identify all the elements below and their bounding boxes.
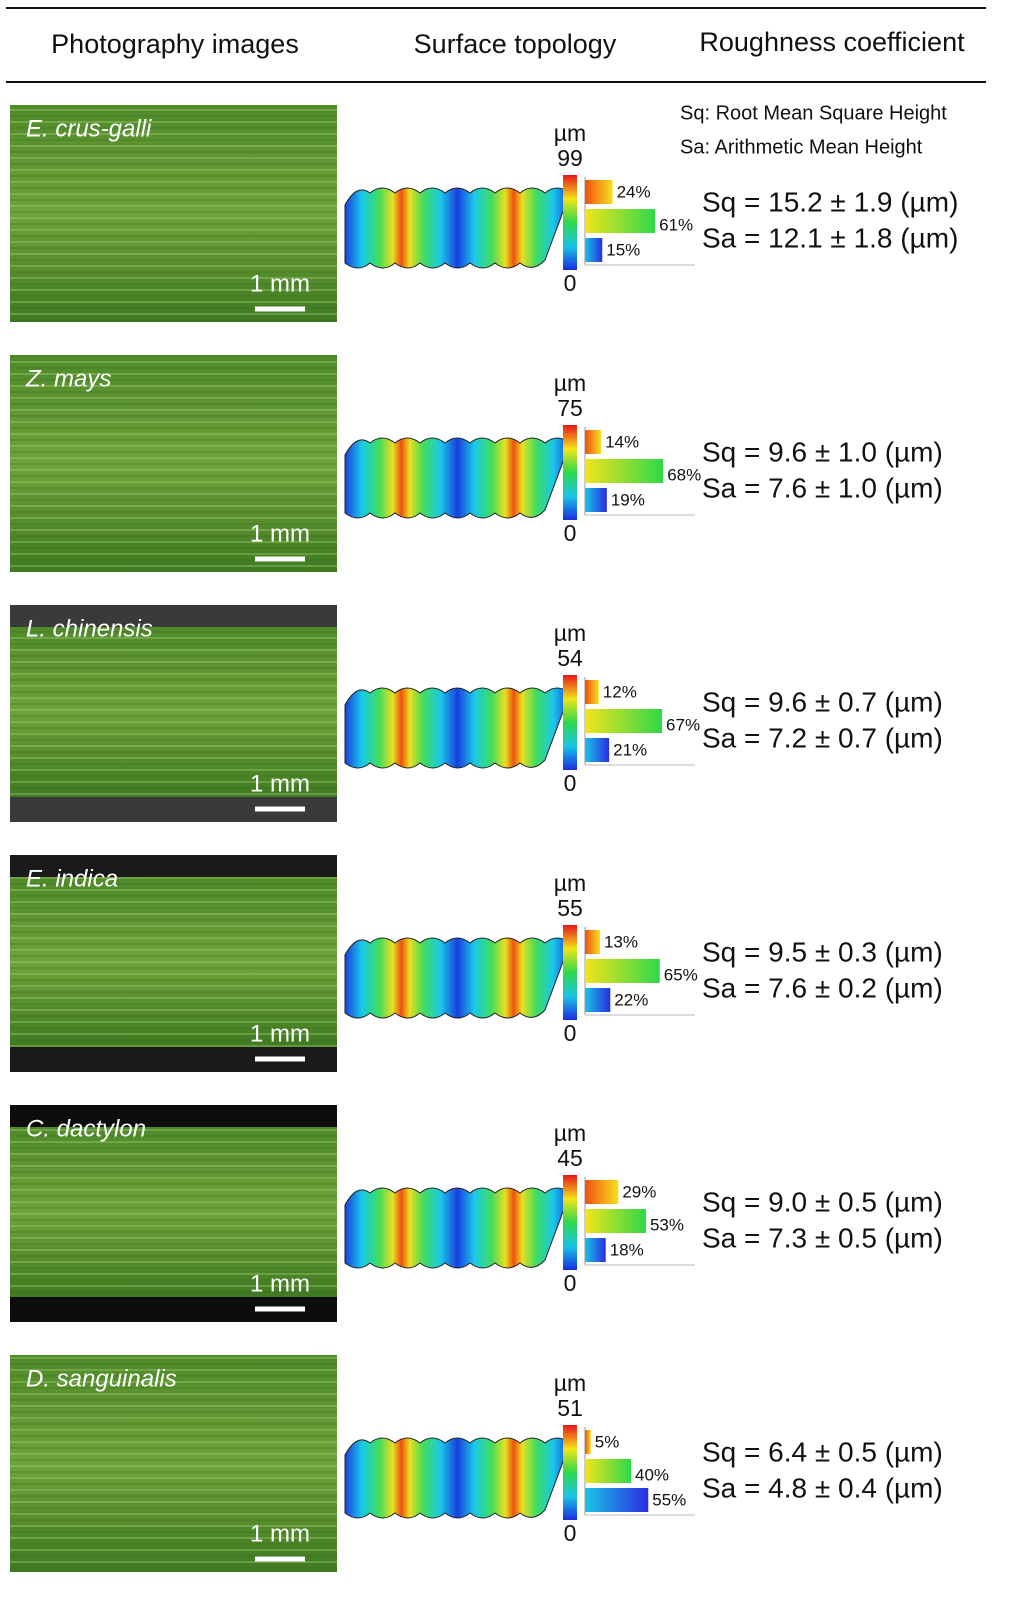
surface-topology: [345, 688, 570, 768]
surface-topology: [345, 1188, 570, 1268]
bar-label: 13%: [604, 932, 638, 951]
legend-entry: Sq: Root Mean Square Height: [680, 102, 947, 124]
sa-value: Sa = 7.6 ± 0.2 (µm): [702, 972, 943, 1003]
column-header: Photography images: [51, 29, 299, 59]
histogram-bar: [585, 1180, 618, 1204]
colorbar-unit: µm: [554, 370, 586, 396]
bar-label: 14%: [605, 432, 639, 451]
colorbar-max: 45: [557, 1145, 583, 1171]
histogram-bar: [585, 459, 663, 483]
sa-value: Sa = 7.3 ± 0.5 (µm): [702, 1222, 943, 1253]
colorbar-unit: µm: [554, 870, 586, 896]
bar-label: 5%: [595, 1432, 620, 1451]
bar-label: 29%: [622, 1182, 656, 1201]
colorbar-max: 55: [557, 895, 583, 921]
surface-topology: [345, 438, 570, 518]
histogram-bar: [585, 738, 609, 762]
scale-bar-label: 1 mm: [250, 270, 310, 297]
bar-label: 19%: [611, 490, 645, 509]
histogram-bar: [585, 430, 601, 454]
colorbar: [563, 925, 577, 1020]
species-name: E. indica: [26, 865, 118, 892]
surface-topology: [345, 938, 570, 1018]
colorbar: [563, 675, 577, 770]
colorbar-max: 75: [557, 395, 583, 421]
colorbar-max: 99: [557, 145, 583, 171]
colorbar: [563, 1175, 577, 1270]
species-name: E. crus-galli: [26, 115, 152, 142]
histogram-bar: [585, 930, 600, 954]
bar-label: 67%: [666, 715, 700, 734]
column-header: Surface topology: [414, 29, 617, 59]
bar-label: 24%: [617, 182, 651, 201]
figure: Photography images Surface topology Roug…: [0, 0, 1012, 1604]
sq-value: Sq = 9.0 ± 0.5 (µm): [702, 1186, 943, 1217]
histogram-bar: [585, 1459, 631, 1483]
colorbar-unit: µm: [554, 1370, 586, 1396]
colorbar-min: 0: [564, 270, 577, 296]
bar-label: 61%: [659, 215, 693, 234]
colorbar-min: 0: [564, 1020, 577, 1046]
bar-label: 12%: [603, 682, 637, 701]
scale-bar-label: 1 mm: [250, 1520, 310, 1547]
colorbar-unit: µm: [554, 120, 586, 146]
bar-label: 68%: [667, 465, 701, 484]
species-name: Z. mays: [25, 365, 111, 392]
bar-label: 40%: [635, 1465, 669, 1484]
sq-value: Sq = 9.6 ± 0.7 (µm): [702, 686, 943, 717]
colorbar-unit: µm: [554, 1120, 586, 1146]
bar-label: 22%: [614, 990, 648, 1009]
colorbar-min: 0: [564, 1270, 577, 1296]
column-header: Roughness coefficient: [699, 27, 965, 57]
sq-value: Sq = 9.5 ± 0.3 (µm): [702, 936, 943, 967]
scale-bar-label: 1 mm: [250, 1270, 310, 1297]
scale-bar-label: 1 mm: [250, 520, 310, 547]
colorbar-min: 0: [564, 770, 577, 796]
histogram-bar: [585, 180, 613, 204]
histogram-bar: [585, 1430, 591, 1454]
bar-label: 55%: [652, 1490, 686, 1509]
surface-topology: [345, 1438, 570, 1518]
sq-value: Sq = 15.2 ± 1.9 (µm): [702, 186, 958, 217]
colorbar-min: 0: [564, 1520, 577, 1546]
histogram-bar: [585, 680, 599, 704]
histogram-bar: [585, 1488, 648, 1512]
scale-bar-label: 1 mm: [250, 770, 310, 797]
colorbar: [563, 425, 577, 520]
colorbar-max: 51: [557, 1395, 583, 1421]
histogram-bar: [585, 209, 655, 233]
scale-bar-label: 1 mm: [250, 1020, 310, 1047]
sq-value: Sq = 6.4 ± 0.5 (µm): [702, 1436, 943, 1467]
bar-label: 53%: [650, 1215, 684, 1234]
species-name: C. dactylon: [26, 1115, 146, 1142]
colorbar: [563, 1425, 577, 1520]
colorbar-unit: µm: [554, 620, 586, 646]
sa-value: Sa = 7.6 ± 1.0 (µm): [702, 472, 943, 503]
histogram-bar: [585, 1238, 606, 1262]
colorbar-min: 0: [564, 520, 577, 546]
bar-label: 15%: [606, 240, 640, 259]
species-name: D. sanguinalis: [26, 1365, 177, 1392]
sa-value: Sa = 4.8 ± 0.4 (µm): [702, 1472, 943, 1503]
histogram-bar: [585, 238, 602, 262]
species-name: L. chinensis: [26, 615, 153, 642]
histogram-bar: [585, 488, 607, 512]
sa-value: Sa = 7.2 ± 0.7 (µm): [702, 722, 943, 753]
sa-value: Sa = 12.1 ± 1.8 (µm): [702, 222, 958, 253]
histogram-bar: [585, 709, 662, 733]
histogram-bar: [585, 988, 610, 1012]
colorbar: [563, 175, 577, 270]
bar-label: 65%: [664, 965, 698, 984]
bar-label: 18%: [610, 1240, 644, 1259]
surface-topology: [345, 188, 570, 268]
colorbar-max: 54: [557, 645, 583, 671]
sq-value: Sq = 9.6 ± 1.0 (µm): [702, 436, 943, 467]
histogram-bar: [585, 1209, 646, 1233]
histogram-bar: [585, 959, 660, 983]
bar-label: 21%: [613, 740, 647, 759]
legend-entry: Sa: Arithmetic Mean Height: [680, 136, 923, 158]
